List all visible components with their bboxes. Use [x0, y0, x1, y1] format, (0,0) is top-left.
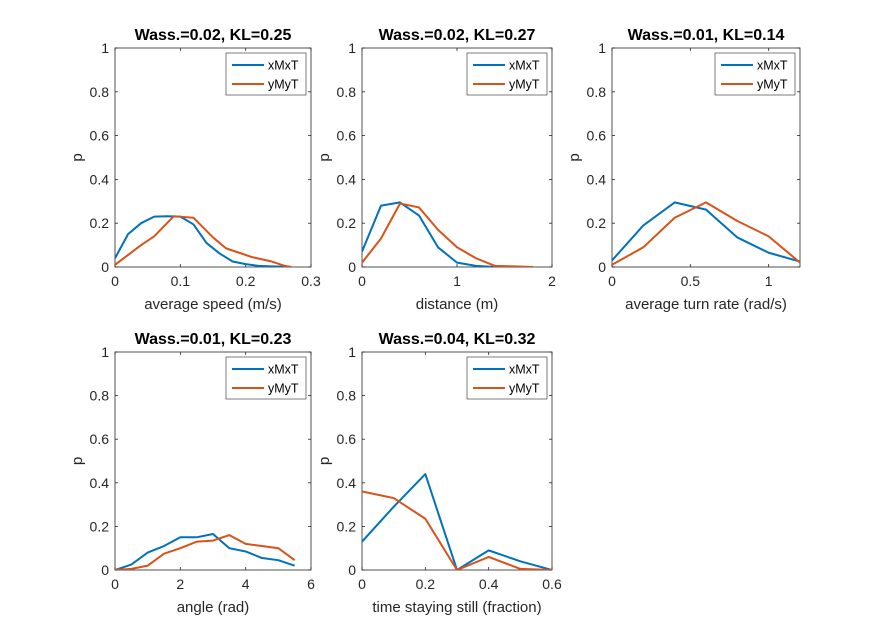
subplot-title: Wass.=0.02, KL=0.27 [379, 27, 536, 44]
subplot-1: 0 0.1 0.2 0.3 0 0.2 0.4 0.6 0.8 1 Wass.=0.02, KL=0… [69, 27, 321, 313]
y-tick-label: 0.4 [587, 171, 607, 187]
y-tick-label: 1 [101, 344, 109, 360]
series-line-xMxT [115, 215, 292, 267]
series-line-yMyT [115, 215, 292, 267]
y-tick-label: 0.6 [337, 128, 357, 144]
y-tick-label: 1 [348, 40, 356, 56]
legend-box [225, 52, 307, 96]
x-tick-label: 0 [358, 576, 366, 592]
legend-label: xMxT [757, 59, 788, 73]
legend-label: yMyT [509, 78, 540, 92]
y-tick-label: 0.8 [587, 84, 607, 100]
x-tick-label: 0 [111, 273, 119, 289]
series-line-xMxT [612, 201, 800, 263]
legend-box [466, 52, 548, 96]
x-tick-label: 0.5 [681, 273, 701, 289]
y-tick-label: 0 [101, 562, 109, 578]
subplot-2: 0 1 2 0 0.2 0.4 0.6 0.8 1 Wass.=0.02, KL=0.27 dist… [316, 27, 556, 313]
x-tick-label: 1 [453, 273, 461, 289]
series-line-yMyT [362, 490, 552, 570]
y-tick-label: 0.4 [90, 475, 110, 491]
series-line-xMxT [362, 473, 552, 570]
legend: xMxT yMyT [466, 356, 548, 400]
x-tick-label: 0.4 [479, 576, 499, 592]
y-tick-label: 0.2 [90, 215, 110, 231]
series-line-xMxT [362, 201, 533, 267]
x-tick-label: 2 [548, 273, 556, 289]
x-axis-label: distance (m) [416, 296, 499, 313]
y-tick-label: 0.4 [337, 171, 357, 187]
subplot-3: 0 0.5 1 0 0.2 0.4 0.6 0.8 1 Wass.=0.01, KL=0.14 av… [566, 27, 801, 313]
x-tick-label: 0 [111, 576, 119, 592]
x-axis-label: average turn rate (rad/s) [625, 296, 787, 313]
y-axis-label: p [69, 457, 86, 465]
y-tick-label: 0 [101, 259, 109, 275]
y-tick-label: 0.4 [90, 171, 110, 187]
legend: xMxT yMyT [225, 52, 307, 96]
legend-label: yMyT [268, 382, 299, 396]
y-tick-label: 0.8 [337, 388, 357, 404]
y-axis-label: p [69, 153, 86, 161]
legend-label: xMxT [509, 363, 540, 377]
y-tick-label: 0.2 [587, 215, 607, 231]
legend-box [466, 356, 548, 400]
subplot-title: Wass.=0.04, KL=0.32 [379, 331, 536, 348]
y-tick-label: 0.6 [587, 128, 607, 144]
y-tick-label: 0.2 [337, 518, 357, 534]
x-tick-label: 2 [176, 576, 184, 592]
x-tick-label: 0 [358, 273, 366, 289]
x-axis-label: angle (rad) [177, 599, 250, 616]
x-tick-label: 0 [608, 273, 616, 289]
series-line-yMyT [362, 202, 534, 267]
legend-label: xMxT [268, 59, 299, 73]
y-axis-label: p [566, 153, 583, 161]
y-tick-label: 0.8 [337, 84, 357, 100]
x-tick-label: 0.1 [171, 273, 191, 289]
x-tick-label: 4 [242, 576, 250, 592]
series-line-xMxT [115, 533, 295, 570]
y-tick-label: 0.2 [90, 518, 110, 534]
y-tick-label: 1 [598, 40, 606, 56]
x-tick-label: 0.3 [301, 273, 321, 289]
y-tick-label: 0 [348, 562, 356, 578]
y-tick-label: 0.4 [337, 475, 357, 491]
subplot-title: Wass.=0.01, KL=0.14 [628, 27, 785, 44]
legend: xMxT yMyT [714, 52, 796, 96]
y-tick-label: 0.6 [90, 128, 110, 144]
y-axis-label: p [316, 153, 333, 161]
legend-box [225, 356, 307, 400]
y-tick-label: 0 [598, 259, 606, 275]
legend-label: yMyT [757, 78, 788, 92]
legend-box [714, 52, 796, 96]
y-tick-label: 0.6 [337, 431, 357, 447]
legend: xMxT yMyT [225, 356, 307, 400]
subplot-4: 0 2 4 6 0 0.2 0.4 0.6 0.8 1 Wass.=0.01, KL=0.23 ang… [69, 331, 315, 616]
y-tick-label: 0 [348, 259, 356, 275]
y-tick-label: 0.8 [90, 84, 110, 100]
subplot-title: Wass.=0.01, KL=0.23 [135, 331, 292, 348]
y-tick-label: 0.8 [90, 388, 110, 404]
y-axis-label: p [316, 457, 333, 465]
y-tick-label: 1 [348, 344, 356, 360]
series-line-yMyT [115, 534, 296, 570]
legend-label: xMxT [268, 363, 299, 377]
subplot-title: Wass.=0.02, KL=0.25 [135, 27, 292, 44]
subplot-5: 0 0.2 0.4 0.6 0 0.2 0.4 0.6 0.8 1 Wass.=0.04, KL=0… [316, 331, 562, 616]
x-tick-label: 1 [765, 273, 773, 289]
legend-label: yMyT [268, 78, 299, 92]
x-axis-label: average speed (m/s) [144, 296, 282, 313]
legend-label: xMxT [509, 59, 540, 73]
y-tick-label: 0.2 [337, 215, 357, 231]
series-line-yMyT [612, 201, 800, 266]
x-axis-label: time staying still (fraction) [372, 599, 541, 616]
legend-label: yMyT [509, 382, 540, 396]
x-tick-label: 0.2 [416, 576, 436, 592]
y-tick-label: 1 [101, 40, 109, 56]
x-tick-label: 0.2 [236, 273, 256, 289]
x-tick-label: 0.6 [542, 576, 562, 592]
legend: xMxT yMyT [466, 52, 548, 96]
x-tick-label: 6 [307, 576, 315, 592]
y-tick-label: 0.6 [90, 431, 110, 447]
